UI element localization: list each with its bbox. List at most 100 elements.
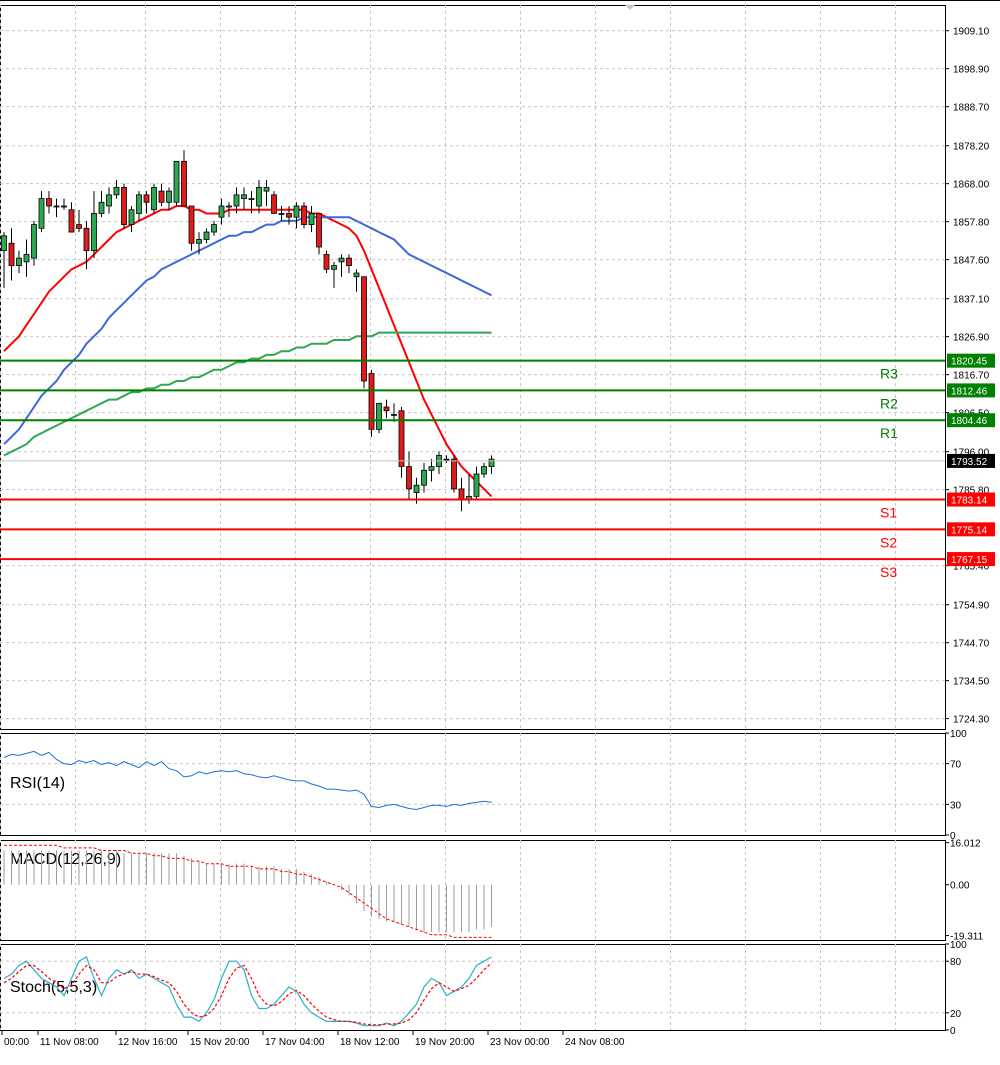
pivot-level-name: S3: [880, 564, 897, 580]
candle-body[interactable]: [113, 186, 120, 196]
candle-body[interactable]: [61, 205, 67, 208]
stoch-title: Stoch(5,5,3): [10, 979, 97, 996]
candle-body[interactable]: [308, 213, 315, 226]
candle-body[interactable]: [143, 194, 150, 203]
candle-body[interactable]: [128, 209, 135, 226]
candle-body[interactable]: [323, 253, 330, 270]
rsi-tick-label: 70: [950, 760, 962, 771]
candle-body[interactable]: [8, 242, 15, 266]
candle-body[interactable]: [383, 406, 390, 412]
candle-body[interactable]: [166, 190, 172, 203]
candle-body[interactable]: [271, 194, 277, 214]
pivot-level-name: S1: [880, 505, 897, 521]
candle-body[interactable]: [196, 239, 202, 244]
pivot-level-value: 1804.46: [951, 416, 988, 427]
price-tick-label: 1837.10: [953, 295, 990, 306]
x-tick-label: 17 Nov 04:00: [265, 1037, 325, 1048]
price-tick-label: 1909.10: [953, 27, 990, 38]
candle-body[interactable]: [316, 213, 322, 248]
candle-body[interactable]: [241, 194, 247, 199]
candle-body[interactable]: [46, 198, 52, 207]
candle-body[interactable]: [121, 186, 127, 226]
candle-body[interactable]: [31, 224, 37, 259]
candle-body[interactable]: [211, 224, 217, 233]
candle-body[interactable]: [368, 373, 375, 430]
pivot-level-value: 1783.14: [951, 496, 988, 507]
price-tick-label: 1857.80: [953, 218, 990, 229]
price-tick-label: 1847.60: [953, 256, 990, 267]
x-tick-label: 11 Nov 08:00: [40, 1037, 99, 1048]
candle-body[interactable]: [188, 205, 195, 244]
candle-body[interactable]: [406, 466, 412, 490]
candle-body[interactable]: [428, 466, 435, 471]
x-tick-label: 19 Nov 20:00: [415, 1037, 475, 1048]
candle-body[interactable]: [451, 458, 457, 490]
candle-body[interactable]: [91, 213, 97, 252]
candle-body[interactable]: [353, 272, 360, 278]
candle-body[interactable]: [218, 205, 225, 218]
candle-body[interactable]: [413, 484, 420, 494]
candle-body[interactable]: [293, 205, 300, 218]
rsi-panel-frame: [0, 733, 946, 836]
candle-body[interactable]: [1, 235, 7, 252]
scroll-marker-icon[interactable]: [625, 5, 635, 10]
candle-body[interactable]: [361, 276, 367, 382]
candle-body[interactable]: [151, 186, 157, 211]
pivot-level-tag: [947, 492, 995, 507]
candle-body[interactable]: [173, 160, 180, 203]
stoch-tick-label: 100: [950, 940, 967, 951]
macd-title: MACD(12,26,9): [10, 851, 121, 868]
candle-body[interactable]: [398, 410, 405, 467]
candle-body[interactable]: [331, 265, 337, 270]
candle-body[interactable]: [76, 224, 82, 229]
candle-body[interactable]: [458, 488, 465, 501]
candle-body[interactable]: [233, 194, 240, 207]
candle-body[interactable]: [301, 205, 307, 226]
candle-body[interactable]: [68, 209, 75, 233]
candle-body[interactable]: [203, 231, 210, 240]
rsi-tick-label: 100: [950, 729, 967, 740]
stoch-tick-label: 0: [950, 1026, 956, 1037]
price-tick-label: 1868.00: [953, 180, 990, 191]
candle-body[interactable]: [376, 402, 382, 430]
stoch-line: [3, 962, 492, 1026]
candle-body[interactable]: [38, 198, 45, 229]
candle-body[interactable]: [421, 469, 427, 486]
candle-body[interactable]: [473, 473, 480, 497]
candle-body[interactable]: [181, 160, 187, 207]
candle-body[interactable]: [391, 414, 397, 416]
candle-body[interactable]: [443, 458, 450, 461]
candle-body[interactable]: [23, 253, 30, 263]
candle-body[interactable]: [136, 194, 142, 214]
price-tick-label: 1826.90: [953, 333, 990, 344]
candle-body[interactable]: [16, 257, 22, 266]
candle-body[interactable]: [53, 205, 60, 208]
price-tick-label: 1816.70: [953, 371, 990, 382]
candle-body[interactable]: [106, 194, 112, 207]
rsi-tick-label: 0: [950, 831, 956, 842]
candle-body[interactable]: [346, 257, 352, 266]
candle-body[interactable]: [83, 227, 90, 252]
candle-body[interactable]: [263, 186, 270, 192]
candle-body[interactable]: [158, 190, 165, 203]
rsi-line: [3, 750, 492, 811]
current-price-label: 1793.52: [951, 457, 988, 468]
candle-body[interactable]: [98, 201, 105, 214]
candle-body[interactable]: [338, 257, 345, 263]
candle-body[interactable]: [488, 458, 495, 467]
candle-body[interactable]: [248, 198, 255, 200]
pivot-level-tag: [947, 353, 995, 368]
pivot-level-name: R3: [880, 366, 898, 382]
candle-body[interactable]: [286, 213, 292, 218]
x-tick-label: 23 Nov 00:00: [490, 1037, 550, 1048]
candle-body[interactable]: [481, 466, 487, 475]
price-tick-label: 1744.70: [953, 639, 990, 650]
candle-body[interactable]: [256, 186, 262, 207]
x-tick-label: 00:00: [4, 1037, 29, 1048]
candle-body[interactable]: [226, 205, 232, 208]
x-tick-label: 15 Nov 20:00: [190, 1037, 250, 1048]
candle-body[interactable]: [278, 213, 285, 215]
pivot-level-value: 1820.45: [951, 357, 988, 368]
